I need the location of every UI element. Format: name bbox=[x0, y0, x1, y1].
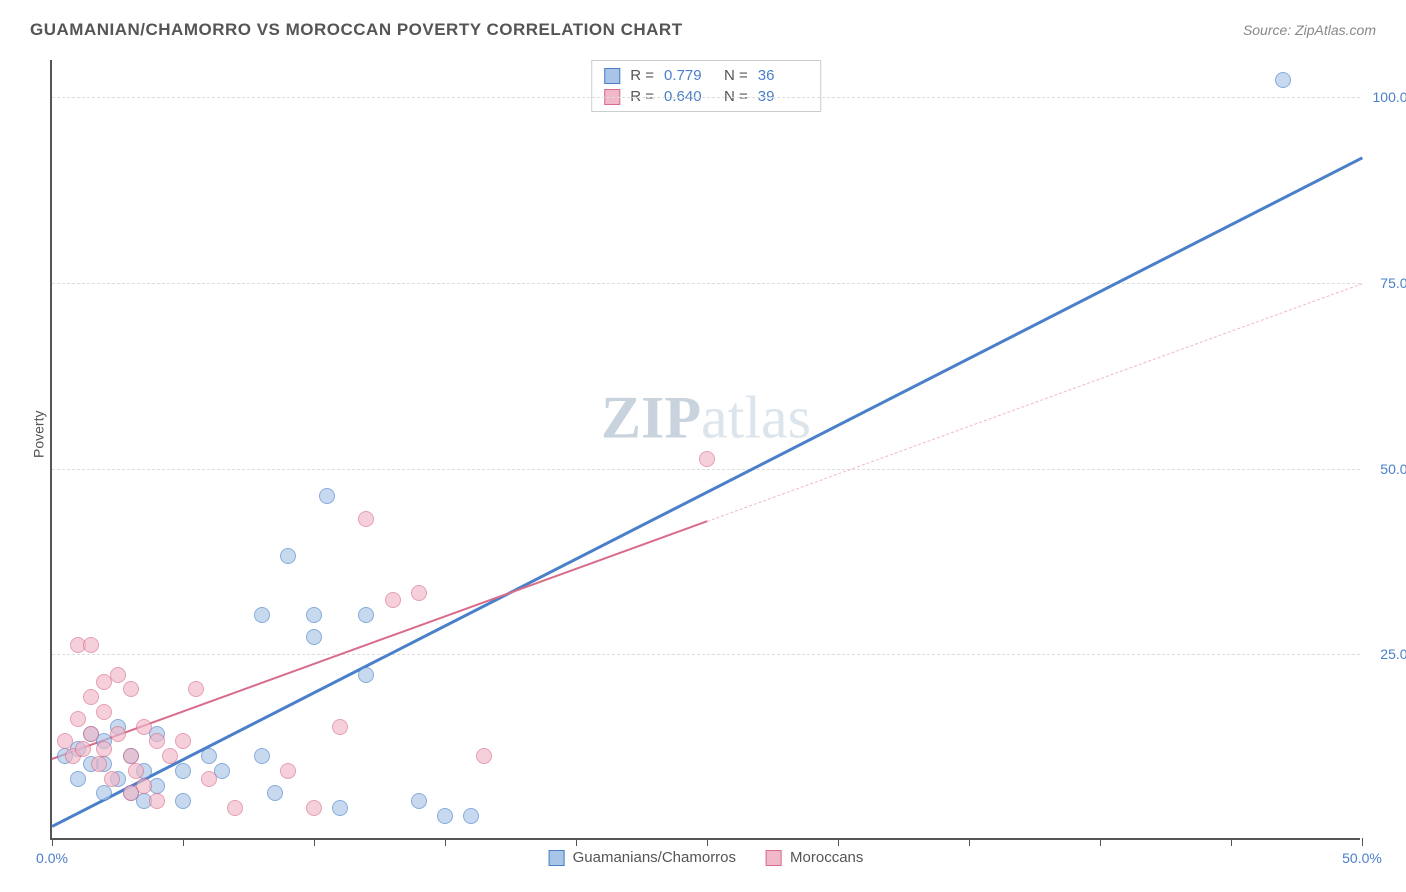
source-prefix: Source: bbox=[1243, 22, 1295, 38]
legend-item: Moroccans bbox=[766, 849, 863, 866]
grid-line bbox=[52, 97, 1360, 98]
x-tick bbox=[183, 838, 184, 846]
n-value: 36 bbox=[758, 67, 808, 84]
x-tick-label: 50.0% bbox=[1342, 850, 1382, 866]
x-tick bbox=[838, 838, 839, 846]
y-axis-label: Poverty bbox=[31, 411, 47, 458]
data-point bbox=[83, 726, 99, 742]
data-point bbox=[699, 451, 715, 467]
x-tick bbox=[576, 838, 577, 846]
grid-line bbox=[52, 469, 1360, 470]
data-point bbox=[280, 548, 296, 564]
data-point bbox=[96, 741, 112, 757]
data-point bbox=[319, 488, 335, 504]
data-point bbox=[437, 808, 453, 824]
data-point bbox=[1275, 72, 1291, 88]
data-point bbox=[149, 733, 165, 749]
x-tick bbox=[52, 838, 53, 846]
data-point bbox=[411, 585, 427, 601]
data-point bbox=[175, 793, 191, 809]
data-point bbox=[96, 704, 112, 720]
data-point bbox=[136, 719, 152, 735]
data-point bbox=[91, 756, 107, 772]
legend-label: Moroccans bbox=[790, 849, 863, 866]
data-point bbox=[96, 785, 112, 801]
data-point bbox=[267, 785, 283, 801]
data-point bbox=[385, 592, 401, 608]
legend-swatch bbox=[604, 68, 620, 84]
data-point bbox=[83, 637, 99, 653]
y-tick-label: 25.0% bbox=[1380, 646, 1406, 662]
data-point bbox=[136, 778, 152, 794]
data-point bbox=[306, 629, 322, 645]
x-tick bbox=[445, 838, 446, 846]
data-point bbox=[358, 511, 374, 527]
data-point bbox=[75, 741, 91, 757]
legend-label: Guamanians/Chamorros bbox=[573, 849, 736, 866]
chart-container: Poverty ZIPatlas R =0.779N =36R =0.640N … bbox=[50, 60, 1360, 840]
r-value: 0.779 bbox=[664, 67, 714, 84]
data-point bbox=[332, 800, 348, 816]
x-tick bbox=[1362, 838, 1363, 846]
plot-area: ZIPatlas R =0.779N =36R =0.640N =39 Guam… bbox=[50, 60, 1360, 840]
data-point bbox=[110, 726, 126, 742]
data-point bbox=[123, 748, 139, 764]
x-tick bbox=[1100, 838, 1101, 846]
legend-item: Guamanians/Chamorros bbox=[549, 849, 736, 866]
source-attribution: Source: ZipAtlas.com bbox=[1243, 22, 1376, 38]
data-point bbox=[306, 800, 322, 816]
legend-swatch bbox=[766, 850, 782, 866]
source-link[interactable]: ZipAtlas.com bbox=[1295, 22, 1376, 38]
grid-line bbox=[52, 283, 1360, 284]
x-tick bbox=[707, 838, 708, 846]
data-point bbox=[463, 808, 479, 824]
watermark-light: atlas bbox=[701, 384, 811, 450]
x-tick bbox=[314, 838, 315, 846]
x-tick-label: 0.0% bbox=[36, 850, 68, 866]
data-point bbox=[358, 607, 374, 623]
data-point bbox=[70, 771, 86, 787]
legend-bottom: Guamanians/Chamorros Moroccans bbox=[549, 849, 864, 866]
data-point bbox=[128, 763, 144, 779]
y-tick-label: 100.0% bbox=[1373, 89, 1406, 105]
legend-stats-box: R =0.779N =36R =0.640N =39 bbox=[591, 60, 821, 112]
trend-line bbox=[51, 157, 1362, 828]
chart-title: GUAMANIAN/CHAMORRO VS MOROCCAN POVERTY C… bbox=[30, 20, 683, 40]
data-point bbox=[254, 607, 270, 623]
trend-line-dashed bbox=[707, 283, 1362, 522]
r-label: R = bbox=[630, 67, 654, 84]
n-label: N = bbox=[724, 67, 748, 84]
y-tick-label: 50.0% bbox=[1380, 461, 1406, 477]
data-point bbox=[123, 681, 139, 697]
data-point bbox=[104, 771, 120, 787]
data-point bbox=[162, 748, 178, 764]
x-tick bbox=[969, 838, 970, 846]
data-point bbox=[254, 748, 270, 764]
data-point bbox=[70, 711, 86, 727]
grid-line bbox=[52, 654, 1360, 655]
data-point bbox=[306, 607, 322, 623]
data-point bbox=[280, 763, 296, 779]
data-point bbox=[188, 681, 204, 697]
data-point bbox=[332, 719, 348, 735]
data-point bbox=[411, 793, 427, 809]
data-point bbox=[175, 763, 191, 779]
y-tick-label: 75.0% bbox=[1380, 275, 1406, 291]
data-point bbox=[358, 667, 374, 683]
data-point bbox=[201, 771, 217, 787]
data-point bbox=[110, 667, 126, 683]
watermark: ZIPatlas bbox=[601, 383, 811, 452]
data-point bbox=[57, 733, 73, 749]
data-point bbox=[83, 689, 99, 705]
legend-swatch bbox=[549, 850, 565, 866]
data-point bbox=[227, 800, 243, 816]
data-point bbox=[149, 793, 165, 809]
data-point bbox=[175, 733, 191, 749]
data-point bbox=[476, 748, 492, 764]
x-tick bbox=[1231, 838, 1232, 846]
watermark-bold: ZIP bbox=[601, 384, 701, 450]
legend-stats-row: R = 0.779 N = 36 bbox=[604, 65, 808, 86]
data-point bbox=[201, 748, 217, 764]
